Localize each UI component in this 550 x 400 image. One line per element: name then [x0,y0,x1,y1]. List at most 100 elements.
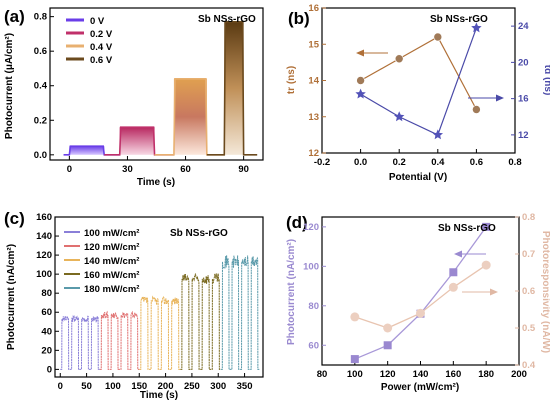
panel-c-signal [60,255,260,370]
panel-c-label: (c) [4,209,25,228]
panel-d-arrow-right-head [490,288,498,296]
panel-a-legend: 0 V 0.2 V 0.4 V 0.6 V [66,16,113,66]
panel-c-series-line-4 [220,255,260,370]
panel-c-ytick-label: 0 [47,364,52,375]
panel-c-ylabel: Photocurrent (nA/cm²) [6,244,17,350]
panel-b-tr-point [394,54,404,64]
panel-b-tr-line [360,36,477,110]
panel-a-ytick-label: 0.6 [34,46,47,57]
panel-a-ytick-label: 0.4 [34,81,48,92]
panel-b-xlabel: Potential (V) [389,172,447,183]
panel-a-plot-frame [49,7,264,161]
panel-a-ticks: 0 30 60 90 0.0 0.2 0.4 0.6 0.8 [34,12,249,175]
panel-b-arrow-right-head [496,94,504,102]
panel-b-ytick-right-label: 12 [518,130,529,141]
panel-d-label: (d) [286,213,308,232]
panel-c-legend-label-1: 120 mW/cm² [84,242,139,253]
panel-c-xtick-label: 150 [131,381,147,392]
panel-d-plot-frame [321,216,520,366]
panel-b-td-point [471,22,482,33]
panel-a-ytick-label: 0.0 [34,150,47,161]
panel-d-photocurrent-point [350,355,359,364]
panel-d-photocurrent-point [482,222,491,231]
panel-b-series [355,22,504,140]
panel-d-responsivity-point [383,323,393,333]
panel-d-photocurrent-line [354,226,487,360]
panel-c-ytick-label: 80 [41,288,52,299]
panel-c-legend-label-4: 180 mW/cm² [84,284,139,295]
panel-c-annotation: Sb NSs-rGO [170,228,228,239]
panel-d-ytick-left-label: 100 [303,261,319,272]
panel-b-ytick-right-label: 20 [518,57,529,68]
panel-c-series-line-1 [99,310,140,370]
panel-a-legend-label-3: 0.6 V [90,55,113,66]
panel-c-legend-label-2: 140 mW/cm² [84,256,139,267]
panel-a-xtick-label: 0 [67,164,72,175]
panel-b-ytick-left-label: 14 [308,76,319,87]
panel-c-ytick-label: 140 [36,231,52,242]
panel-d-xtick-label: 80 [317,369,328,380]
panel-c-xtick-label: 50 [81,381,92,392]
panel-c-ytick-label: 20 [41,345,52,356]
panel-d-ylabel-right: Photoresponsivity (nA/W) [540,231,550,353]
panel-b-td-point [355,88,366,99]
panel-d-photocurrent-point [383,341,392,350]
panel-a-label: (a) [4,7,25,26]
panel-d-ytick-right-label: 0.7 [522,249,535,260]
panel-b-tr-point [433,32,443,42]
panel-c-legend-label-0: 100 mW/cm² [84,228,139,239]
panel-a-legend-label-1: 0.2 V [90,29,113,40]
panel-b-td-point [432,129,443,140]
panel-b-xtick-label: 0.6 [470,157,483,168]
panel-d-responsivity-point [481,260,491,270]
panel-b-annotation: Sb NSs-rGO [430,14,488,25]
panel-a: (a) 0 30 60 90 0.0 0.2 0.4 0.6 0.8 0 V 0.2 V 0.4 V… [4,7,264,188]
panel-c-ytick-label: 40 [41,326,52,337]
panel-b-label: (b) [288,9,310,28]
panel-a-pulse-fill-2 [173,78,207,155]
panel-d-xtick-label: 140 [413,369,429,380]
panel-a-ytick-label: 0.2 [34,115,47,126]
panel-a-xtick-label: 60 [180,164,191,175]
panel-c-xtick-label: 250 [184,381,200,392]
panel-d-xtick-label: 100 [347,369,363,380]
panel-d-responsivity-point [448,282,458,292]
panel-d-ytick-left-label: 80 [308,301,319,312]
panel-b-xtick-label: 0.2 [393,157,406,168]
panel-d-xtick-label: 160 [445,369,461,380]
panel-c-xtick-label: 0 [58,381,63,392]
panel-a-xtick-label: 30 [122,164,133,175]
panel-d-ytick-right-label: 0.8 [522,212,535,223]
panel-a-legend-label-2: 0.4 V [90,42,113,53]
panel-b-ytick-right-label: 16 [518,94,529,105]
panel-a-xlabel: Time (s) [137,177,175,188]
panel-a-ytick-label: 0.8 [34,12,47,23]
panel-a-annotation: Sb NSs-rGO [198,14,256,25]
panel-d-responsivity-point [350,312,360,322]
panel-a-xtick-label: 90 [238,164,249,175]
panel-b-td-point [394,111,405,122]
panel-b-ytick-left-label: 12 [308,148,319,159]
panel-c-ytick-label: 100 [36,269,52,280]
panel-b-ytick-left-label: 15 [308,39,319,50]
panel-d: (d) 80 100 120 140 160 180 200 60 80 100 120 0.4 0.5… [286,212,550,393]
panel-d-ytick-left-label: 120 [303,222,319,233]
panel-b-td-line [360,27,477,136]
panel-d-annotation: Sb NSs-rGO [438,223,496,234]
panel-c-ytick-label: 120 [36,250,52,261]
panel-c-ytick-label: 160 [36,212,52,223]
panel-a-pulse-fill-3 [224,21,244,155]
panel-c-series-line-2 [139,295,181,370]
panel-c-legend-label-3: 160 mW/cm² [84,270,139,281]
panel-d-responsivity-point [416,308,425,318]
panel-c-legend: 100 mW/cm² 120 mW/cm² 140 mW/cm² 160 mW/cm²… [64,228,139,295]
panel-c-xtick-label: 100 [105,381,121,392]
panel-d-xtick-label: 120 [380,369,396,380]
panel-d-ticks: 80 100 120 140 160 180 200 60 80 100 120 0.4 0.5 0.6 0… [303,212,536,380]
panel-d-xtick-label: 200 [511,369,527,380]
panel-c-xtick-label: 350 [237,381,253,392]
panel-b-xtick-label: 0.4 [431,157,445,168]
panel-a-legend-label-0: 0 V [90,16,105,27]
panel-a-pulses [63,21,258,156]
panel-b-ylabel-left: tr (ns) [286,66,297,94]
